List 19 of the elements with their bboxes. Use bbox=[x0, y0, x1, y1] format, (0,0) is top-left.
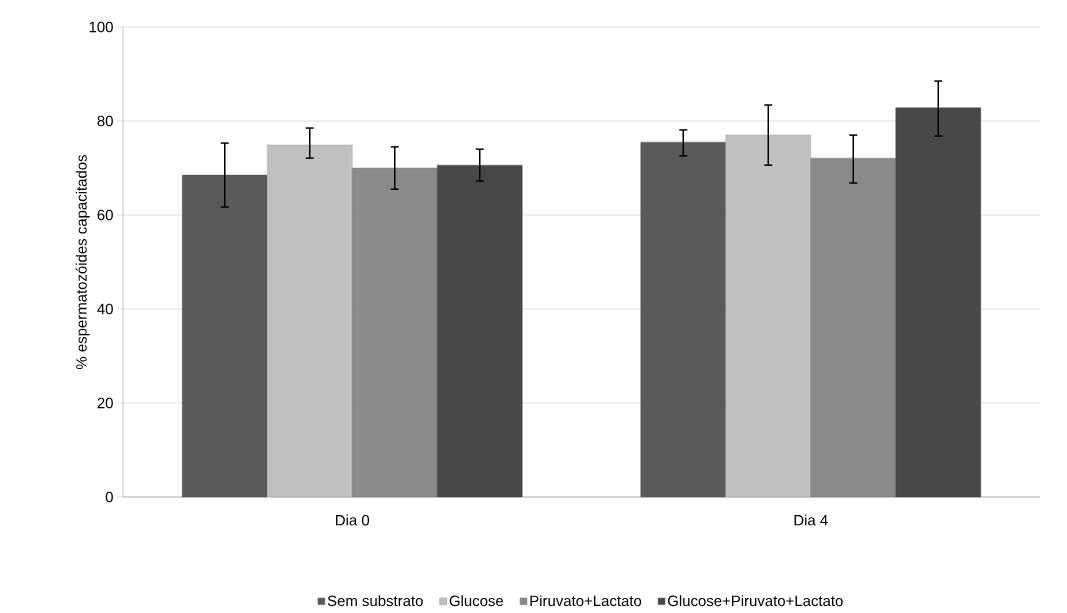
y-tick-label: 0 bbox=[105, 491, 113, 503]
y-tick-label: 60 bbox=[97, 209, 113, 221]
legend-label: Glucose+Piruvato+Lactato bbox=[668, 595, 843, 607]
legend-label: Sem substrato bbox=[327, 595, 423, 607]
x-tick-label: Dia 4 bbox=[794, 514, 828, 526]
legend-label: Glucose bbox=[449, 595, 504, 607]
y-tick-label: 80 bbox=[97, 115, 113, 127]
y-tick-label: 100 bbox=[89, 21, 113, 33]
y-axis-title: % espermatozóides capacitados bbox=[75, 155, 90, 370]
x-tick-label: Dia 0 bbox=[336, 514, 370, 526]
bar bbox=[267, 144, 353, 498]
bar bbox=[810, 157, 896, 498]
bar bbox=[725, 134, 811, 498]
y-tick-label: 20 bbox=[97, 397, 113, 409]
bar bbox=[352, 167, 438, 498]
bar bbox=[437, 164, 523, 498]
legend-label: Piruvato+Lactato bbox=[530, 595, 642, 607]
bar bbox=[895, 107, 981, 498]
y-tick-label: 40 bbox=[97, 303, 113, 315]
